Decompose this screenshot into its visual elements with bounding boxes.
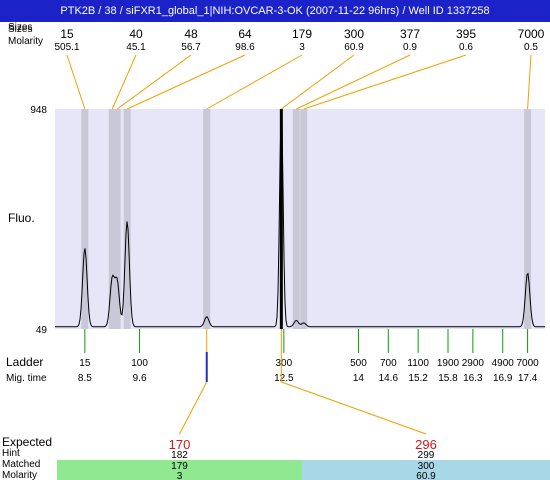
ladder-size-label: 500 [350,358,367,369]
molarity-row-label: Molarity [8,36,43,47]
peak-molarity-label: 0.9 [403,42,417,53]
ladder-size-label: 4900 [492,358,515,369]
ladder-time-label: 14.6 [379,373,399,384]
peak-size-label: 48 [184,27,198,41]
ladder-label: Ladder [6,355,43,369]
ladder-time-label: 17.4 [518,373,538,384]
peak-molarity-label: 505.1 [54,42,79,53]
hint-value: 182 [171,450,188,461]
ladder-time-label: 14 [353,373,365,384]
ladder-size-label: 1100 [407,358,429,369]
sizes-row-label: Sizes [8,24,32,35]
matched-cell [302,460,550,480]
ladder-time-label: 8.5 [78,373,92,384]
peak-size-label: 395 [456,27,476,41]
peak-leader-line [527,54,532,110]
y-min-label: 49 [36,325,48,336]
peak-band [203,109,211,329]
peak-molarity-label: 56.7 [181,42,201,53]
peak-band [300,109,308,329]
peak-leader-line [111,54,137,110]
ladder-size-label: 2900 [462,358,485,369]
peak-molarity-label: 45.1 [126,42,146,53]
hint-value: 299 [418,450,435,461]
expected-leader-line [281,381,427,435]
peak-band [108,109,116,329]
peak-band [524,109,532,329]
matched-label: Matched [2,459,40,470]
hint-label: Hint [2,448,20,459]
peak-band [81,109,89,329]
matched-value: 300 [418,461,435,472]
ladder-time-label: 15.8 [438,373,458,384]
peak-size-label: 300 [344,27,364,41]
peak-band [123,109,131,329]
peak-leader-line [206,54,303,110]
ladder-time-label: 16.9 [493,373,513,384]
plot-area [55,109,545,329]
ladder-size-label: 7000 [516,358,539,369]
ladder-size-label: 100 [131,358,148,369]
y-max-label: 948 [30,105,47,116]
matched-molarity-value: 60.9 [416,471,436,480]
peak-molarity-label: 0.6 [459,42,473,53]
peak-size-label: 377 [400,27,420,41]
peak-band [292,109,300,329]
ladder-time-label: 12.5 [274,373,294,384]
peak-molarity-label: 3 [299,42,305,53]
peak-size-label: 7000 [518,27,545,41]
peak-size-label: 64 [238,27,252,41]
signal-trace [55,111,545,328]
peak-leader-line [116,54,192,110]
fluo-label: Fluo. [8,211,35,225]
ladder-size-label: 1900 [437,358,460,369]
matched-molarity-value: 3 [177,471,183,480]
molarity-bottom-label: Molarity [2,470,37,480]
peak-leader-line [126,54,246,110]
expected-value: 170 [169,437,191,452]
expected-label: Expected [2,435,52,449]
matched-cell [57,460,302,480]
ladder-size-label: 700 [380,358,397,369]
ladder-time-label: 16.3 [463,373,483,384]
peak-band [113,109,121,329]
ladder-time-label: 9.6 [133,373,147,384]
ladder-size-label: 300 [275,358,292,369]
peak-size-label: 15 [60,27,74,41]
matched-value: 179 [171,461,188,472]
peak-molarity-label: 60.9 [344,42,364,53]
peak-band [279,109,283,329]
peak-leader-line [296,54,411,110]
peak-size-label: 40 [129,27,143,41]
expected-leader-line [179,381,208,435]
expected-marker [205,352,208,382]
peak-molarity-label: 0.5 [524,42,538,53]
mig-time-label: Mig. time [6,373,47,384]
peak-leader-line [303,54,467,110]
sizes-row-label-shadow: Sizes [8,22,32,33]
peak-leader-line [66,54,86,110]
ladder-size-label: 15 [79,358,91,369]
peak-molarity-label: 98.6 [235,42,255,53]
chart-title: PTK2B / 38 / siFXR1_global_1|NIH:OVCAR-3… [0,0,550,22]
peak-size-label: 179 [292,27,312,41]
ladder-time-label: 15.2 [408,373,428,384]
expected-value: 296 [415,437,437,452]
peak-leader-line [281,54,355,110]
